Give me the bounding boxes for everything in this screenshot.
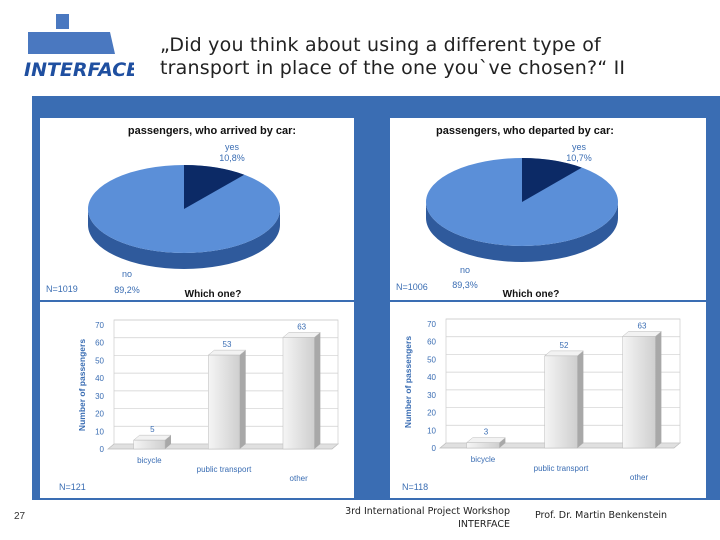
bar-top <box>543 350 585 357</box>
sub-title: Which one? <box>185 289 242 300</box>
footer-line-2: INTERFACE <box>458 519 510 530</box>
bar-side <box>655 331 662 448</box>
y-tick-label: 50 <box>95 356 104 365</box>
x-tick-label: public transport <box>197 465 252 474</box>
pie-side <box>88 209 280 269</box>
bar-top <box>207 349 247 356</box>
no-label: no <box>460 265 470 275</box>
bar <box>544 355 578 449</box>
y-tick-label: 40 <box>427 373 436 382</box>
bar-value-label: 3 <box>484 428 489 437</box>
bar-value-label: 53 <box>223 340 232 349</box>
footer-line-1: 3rd International Project Workshop <box>345 506 510 517</box>
y-tick-label: 0 <box>432 444 437 453</box>
y-tick-label: 60 <box>95 339 104 348</box>
n-label: N=1006 <box>396 282 428 292</box>
y-tick-label: 50 <box>427 355 436 364</box>
bar <box>133 439 166 450</box>
sub-title: Which one? <box>503 289 560 300</box>
bar-value-label: 63 <box>297 322 306 331</box>
bar <box>282 337 315 450</box>
y-tick-label: 30 <box>427 391 436 400</box>
footer-workshop: 3rd International Project Workshop INTER… <box>320 505 510 531</box>
interface-logo: INTERFACE <box>24 14 134 80</box>
x-tick-label: bicycle <box>137 456 162 465</box>
n-label: N=1019 <box>46 284 78 294</box>
y-tick-label: 70 <box>95 321 104 330</box>
y-tick-label: 20 <box>427 409 436 418</box>
x-tick-label: other <box>630 473 649 482</box>
no-value: 89,2% <box>114 285 140 295</box>
pie-chart-departed: passengers, who departed by car: yes 10,… <box>390 118 706 300</box>
page-number: 27 <box>14 511 26 522</box>
y-axis-label: Number of passengers <box>77 339 87 431</box>
slide-title: „Did you think about using a different t… <box>160 34 700 80</box>
yes-label: yes <box>572 142 587 152</box>
pie-chart-arrived: passengers, who arrived by car: yes 10,8… <box>40 118 354 300</box>
bar-value-label: 52 <box>560 341 569 350</box>
bar-side <box>314 332 321 449</box>
x-tick-label: other <box>290 474 309 483</box>
x-tick-label: public transport <box>534 464 589 473</box>
bar <box>622 336 656 449</box>
no-label: no <box>122 269 132 279</box>
bar-side <box>577 350 584 448</box>
bar-value-label: 63 <box>638 321 647 330</box>
footer-author: Prof. Dr. Martin Benkenstein <box>535 510 668 521</box>
pie-slice-yes <box>184 165 245 209</box>
bar-top <box>132 434 172 441</box>
bar <box>466 442 500 449</box>
y-tick-label: 40 <box>95 374 104 383</box>
n-label: N=118 <box>402 482 428 492</box>
svg-text:INTERFACE: INTERFACE <box>24 59 134 80</box>
y-tick-label: 60 <box>427 338 436 347</box>
bar-top <box>282 332 322 338</box>
y-tick-label: 0 <box>100 445 105 454</box>
title-line-1: „Did you think about using a different t… <box>160 34 601 56</box>
pie-side <box>426 202 618 262</box>
y-tick-label: 10 <box>427 426 436 435</box>
bar-side <box>165 435 172 449</box>
yes-value: 10,7% <box>566 153 592 163</box>
pie-title: passengers, who departed by car: <box>436 125 614 137</box>
bar-side <box>239 350 246 449</box>
pie-title: passengers, who arrived by car: <box>128 125 296 137</box>
y-tick-label: 10 <box>95 427 104 436</box>
x-tick-label: bicycle <box>471 455 496 464</box>
bar <box>208 354 240 450</box>
title-line-2: transport in place of the one you`ve cho… <box>160 57 626 79</box>
yes-value: 10,8% <box>219 153 245 163</box>
pie-slice-yes <box>522 158 582 202</box>
bar-top <box>465 437 507 443</box>
n-label: N=121 <box>59 482 86 492</box>
bar-chart-arrived: Number of passengers N=121 0 10 20 30 40 50 60… <box>40 302 354 498</box>
y-tick-label: 20 <box>95 410 104 419</box>
bar-value-label: 5 <box>150 425 155 434</box>
y-tick-label: 30 <box>95 392 104 401</box>
yes-label: yes <box>225 142 240 152</box>
bar-side <box>499 437 506 448</box>
bar-top <box>621 331 663 337</box>
y-tick-label: 70 <box>427 320 436 329</box>
bar-chart-departed: Number of passengers N=118 0 10 20 30 40 50 60… <box>390 302 706 498</box>
no-value: 89,3% <box>452 280 478 290</box>
y-axis-label: Number of passengers <box>403 336 413 428</box>
